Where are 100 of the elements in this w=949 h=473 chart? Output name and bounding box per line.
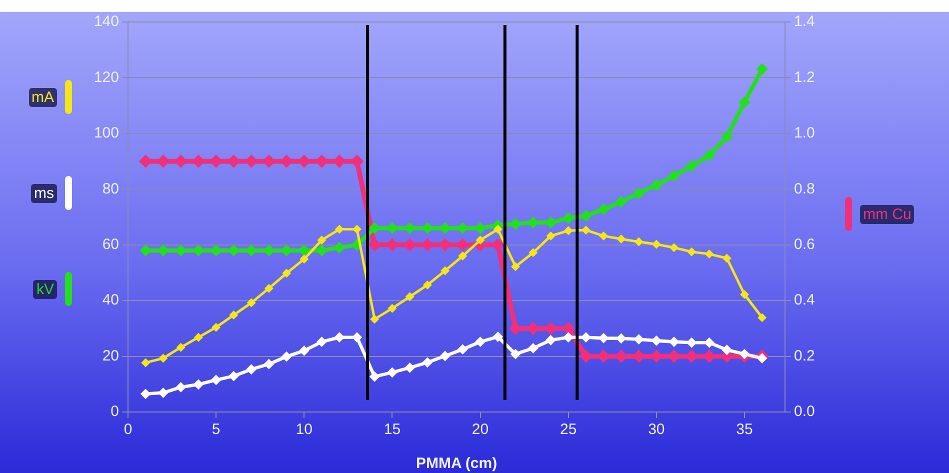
point <box>580 210 592 222</box>
point <box>228 370 239 382</box>
point <box>334 332 345 343</box>
y2-tick-label: 1.2 <box>794 68 815 86</box>
point <box>404 362 416 373</box>
point <box>546 334 556 346</box>
point <box>316 336 327 347</box>
point <box>141 358 150 368</box>
point <box>668 336 680 347</box>
point <box>492 332 504 342</box>
point <box>528 248 538 258</box>
x-tick-label: 30 <box>648 421 665 438</box>
point <box>686 337 697 348</box>
y-tick-label: 140 <box>94 13 119 30</box>
y2-tick-label: 0.4 <box>794 292 815 309</box>
point <box>670 243 679 252</box>
point <box>176 342 186 352</box>
y-tick-label: 120 <box>94 68 119 86</box>
point <box>632 187 645 200</box>
y-tick-label: 40 <box>102 292 119 309</box>
point <box>546 231 556 240</box>
point <box>298 346 310 356</box>
point <box>210 374 222 386</box>
point <box>176 382 186 392</box>
point <box>476 236 485 245</box>
point <box>282 268 292 278</box>
point <box>511 262 520 272</box>
y-tick-label: 20 <box>102 347 119 364</box>
point <box>440 350 450 362</box>
point <box>758 313 767 322</box>
y2-tick-label: 1.4 <box>794 13 815 30</box>
point <box>510 348 521 360</box>
point <box>352 332 362 343</box>
point <box>738 96 750 108</box>
point <box>616 234 626 244</box>
point <box>650 179 662 191</box>
x-axis-title: PMMA (cm) <box>416 455 498 472</box>
point <box>333 242 346 254</box>
y2-tick-label: 0.2 <box>794 347 815 364</box>
point <box>158 388 168 398</box>
point <box>229 310 238 320</box>
point <box>668 170 680 182</box>
y-tick-label: 80 <box>102 180 119 198</box>
point <box>564 226 573 236</box>
point <box>722 344 732 356</box>
point <box>387 367 398 378</box>
point <box>246 364 256 375</box>
point <box>598 332 609 344</box>
legend-label: ms <box>31 184 57 202</box>
point <box>440 266 450 276</box>
y2-tick-label: 0.6 <box>794 236 815 253</box>
point <box>739 348 750 360</box>
y2-tick-label: 0.0 <box>794 403 815 420</box>
point <box>562 212 574 224</box>
x-tick-label: 10 <box>296 421 312 438</box>
text: mm Cu <box>860 204 914 224</box>
point <box>528 343 538 354</box>
x-tick-label: 5 <box>212 421 220 438</box>
x-tick-label: 0 <box>124 421 132 438</box>
point <box>703 150 716 162</box>
point <box>598 203 610 216</box>
point <box>405 292 414 302</box>
point <box>194 332 203 342</box>
point <box>246 298 256 308</box>
point <box>300 254 309 264</box>
point <box>686 160 698 172</box>
point <box>458 252 468 260</box>
point <box>740 290 749 299</box>
point <box>370 314 380 324</box>
point <box>651 335 662 346</box>
legend-label: mA <box>28 88 57 106</box>
y-tick-label: 0 <box>110 403 119 420</box>
point <box>368 222 380 234</box>
point <box>634 237 644 246</box>
point <box>334 224 344 234</box>
point <box>422 357 433 368</box>
x-tick-label: 15 <box>384 421 401 438</box>
point <box>212 322 221 332</box>
point <box>634 334 644 344</box>
point <box>369 371 380 382</box>
point <box>422 280 432 290</box>
point <box>510 218 522 230</box>
point <box>756 63 768 75</box>
point <box>388 304 397 313</box>
x-tick-label: 20 <box>472 421 489 438</box>
point <box>264 284 274 293</box>
point <box>615 196 628 208</box>
point <box>457 344 468 355</box>
point <box>563 332 574 343</box>
point <box>264 358 274 370</box>
point <box>439 222 451 234</box>
point <box>140 388 151 400</box>
point <box>599 231 608 240</box>
legend-label: kV <box>33 280 57 298</box>
point <box>475 336 486 347</box>
point <box>281 351 292 362</box>
x-tick-label: 35 <box>736 421 753 438</box>
point <box>722 254 732 263</box>
x-tick-label: 25 <box>560 421 577 438</box>
point <box>652 240 661 249</box>
